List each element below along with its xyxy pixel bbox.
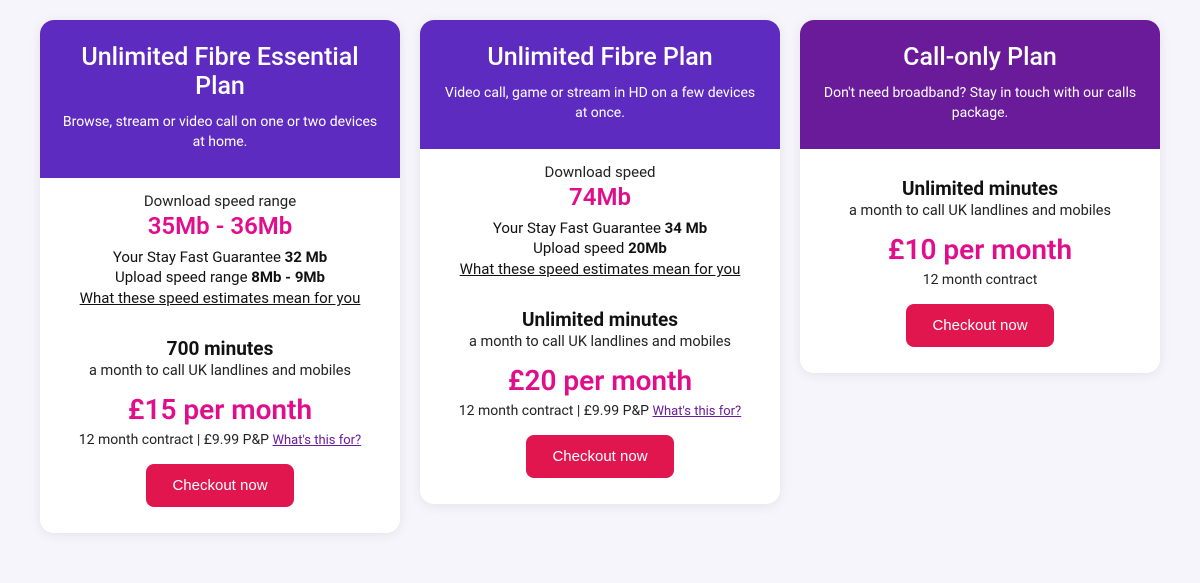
guarantee-prefix: Your Stay Fast Guarantee — [113, 248, 285, 266]
contract-text: 12 month contract | £9.99 P&P — [459, 403, 653, 419]
checkout-button[interactable]: Checkout now — [146, 464, 293, 507]
guarantee-value: 34 Mb — [665, 219, 708, 237]
upload-speed: Upload speed 20Mb — [442, 239, 758, 257]
plan-card-fibre: Unlimited Fibre Plan Video call, game or… — [420, 20, 780, 504]
upload-value: 20Mb — [628, 239, 667, 257]
checkout-button[interactable]: Checkout now — [526, 435, 673, 478]
upload-value: 8Mb - 9Mb — [251, 268, 325, 286]
stay-fast-guarantee: Your Stay Fast Guarantee 32 Mb — [62, 248, 378, 266]
plan-title: Unlimited Fibre Plan — [442, 44, 758, 73]
guarantee-value: 32 Mb — [285, 248, 328, 266]
download-speed-label: Download speed — [442, 163, 758, 181]
plan-subtitle: Video call, game or stream in HD on a fe… — [442, 83, 758, 124]
guarantee-prefix: Your Stay Fast Guarantee — [493, 219, 665, 237]
plan-header: Call-only Plan Don't need broadband? Sta… — [800, 20, 1160, 149]
plan-card-essential: Unlimited Fibre Essential Plan Browse, s… — [40, 20, 400, 533]
download-speed-value: 74Mb — [442, 183, 758, 211]
contract-line: 12 month contract | £9.99 P&P What's thi… — [62, 432, 378, 448]
plan-card-call-only: Call-only Plan Don't need broadband? Sta… — [800, 20, 1160, 373]
plan-header: Unlimited Fibre Essential Plan Browse, s… — [40, 20, 400, 178]
plan-body: Unlimited minutes a month to call UK lan… — [800, 149, 1160, 373]
minutes-subtitle: a month to call UK landlines and mobiles — [822, 202, 1138, 219]
plan-subtitle: Browse, stream or video call on one or t… — [62, 112, 378, 153]
speed-estimates-link[interactable]: What these speed estimates mean for you — [80, 289, 361, 307]
upload-prefix: Upload speed — [533, 239, 628, 257]
plan-body: Download speed 74Mb Your Stay Fast Guara… — [420, 149, 780, 504]
plan-price: £10 per month — [822, 233, 1138, 266]
stay-fast-guarantee: Your Stay Fast Guarantee 34 Mb — [442, 219, 758, 237]
contract-line: 12 month contract — [822, 272, 1138, 288]
plan-header: Unlimited Fibre Plan Video call, game or… — [420, 20, 780, 149]
speed-estimates-link[interactable]: What these speed estimates mean for you — [460, 260, 741, 278]
minutes-title: Unlimited minutes — [822, 177, 1138, 200]
plan-title: Call-only Plan — [822, 44, 1138, 73]
plan-title: Unlimited Fibre Essential Plan — [62, 44, 378, 102]
plans-container: Unlimited Fibre Essential Plan Browse, s… — [40, 20, 1160, 533]
contract-line: 12 month contract | £9.99 P&P What's thi… — [442, 403, 758, 419]
plan-price: £20 per month — [442, 364, 758, 397]
download-speed-value: 35Mb - 36Mb — [62, 212, 378, 240]
minutes-subtitle: a month to call UK landlines and mobiles — [62, 362, 378, 379]
minutes-title: Unlimited minutes — [442, 308, 758, 331]
plan-body: Download speed range 35Mb - 36Mb Your St… — [40, 178, 400, 533]
whats-this-link[interactable]: What's this for? — [272, 433, 361, 448]
download-speed-label: Download speed range — [62, 192, 378, 210]
contract-text: 12 month contract | £9.99 P&P — [79, 432, 273, 448]
minutes-title: 700 minutes — [62, 337, 378, 360]
upload-prefix: Upload speed range — [115, 268, 251, 286]
plan-subtitle: Don't need broadband? Stay in touch with… — [822, 83, 1138, 124]
plan-price: £15 per month — [62, 393, 378, 426]
minutes-subtitle: a month to call UK landlines and mobiles — [442, 333, 758, 350]
checkout-button[interactable]: Checkout now — [906, 304, 1053, 347]
whats-this-link[interactable]: What's this for? — [652, 404, 741, 419]
upload-speed: Upload speed range 8Mb - 9Mb — [62, 268, 378, 286]
